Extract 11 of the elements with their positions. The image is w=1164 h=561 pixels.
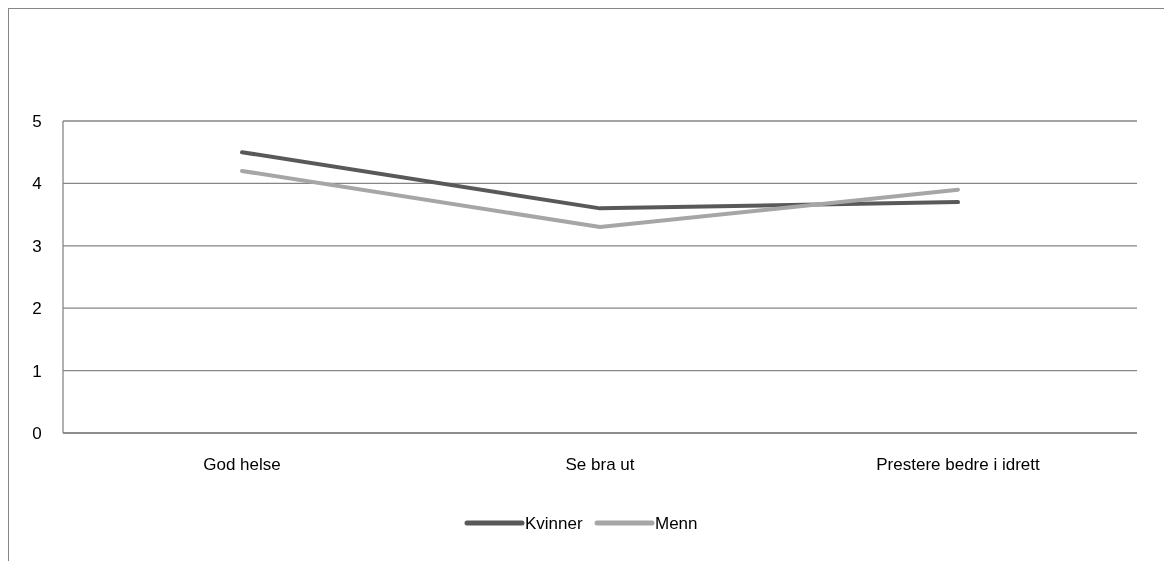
y-tick-label: 2: [32, 299, 42, 319]
y-tick-label: 3: [32, 236, 42, 256]
x-tick-label: Se bra ut: [565, 455, 635, 474]
y-tick-label: 4: [32, 174, 42, 194]
y-tick-label: 1: [32, 361, 42, 381]
legend-label: Kvinner: [525, 513, 583, 533]
x-tick-label: Prestere bedre i idrett: [876, 455, 1041, 474]
legend-label: Menn: [655, 513, 698, 533]
y-tick-label: 0: [32, 423, 42, 443]
x-tick-label: God helse: [203, 455, 281, 474]
y-tick-label: 5: [32, 111, 42, 131]
